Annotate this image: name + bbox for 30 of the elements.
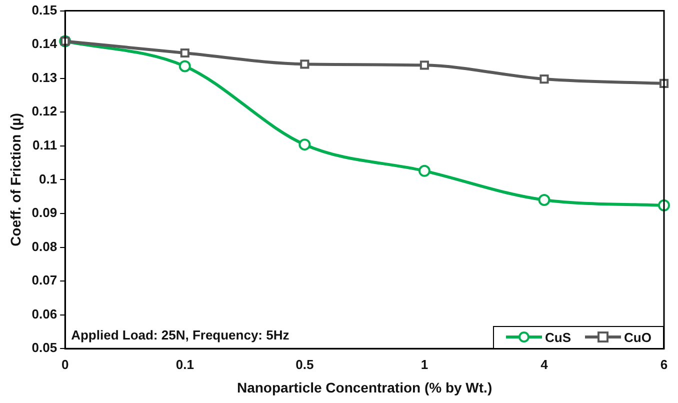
y-tick-label: 0.05 (32, 340, 58, 356)
x-tick-label: 0 (61, 356, 69, 372)
legend-label: CuS (545, 330, 571, 345)
y-tick-label: 0.06 (32, 306, 58, 322)
y-tick-label: 0.15 (32, 2, 58, 18)
point (300, 60, 310, 69)
y-tick-label: 0.12 (32, 104, 58, 119)
annotation: Applied Load: 25N, Frequency: 5Hz (71, 328, 290, 343)
y-tick-label: 0.1 (39, 171, 58, 186)
y-tick-label: 0.08 (32, 238, 58, 254)
x-tick-label: 6 (660, 356, 668, 372)
x-tick-label: 0.1 (176, 356, 194, 372)
x-axis-title: Nanoparticle Concentration (% by Wt.) (236, 379, 492, 396)
x-tick-label: 4 (540, 356, 549, 372)
legend-label: CuO (624, 330, 652, 345)
point (180, 48, 190, 58)
point (298, 138, 311, 151)
point (178, 60, 191, 72)
point (420, 60, 429, 70)
y-tick-label: 0.13 (32, 70, 58, 85)
y-axis-title: Coeff. of Friction (µ) (7, 113, 24, 246)
x-tick-label: 0.5 (296, 356, 314, 372)
point (538, 194, 550, 206)
point (418, 164, 430, 177)
y-tick-label: 0.11 (32, 138, 58, 152)
y-tick-label: 0.14 (32, 36, 58, 52)
point (540, 74, 549, 84)
y-tick-label: 0.07 (32, 272, 58, 288)
y-tick-label: 0.09 (32, 205, 58, 220)
x-tick-label: 1 (420, 356, 428, 372)
